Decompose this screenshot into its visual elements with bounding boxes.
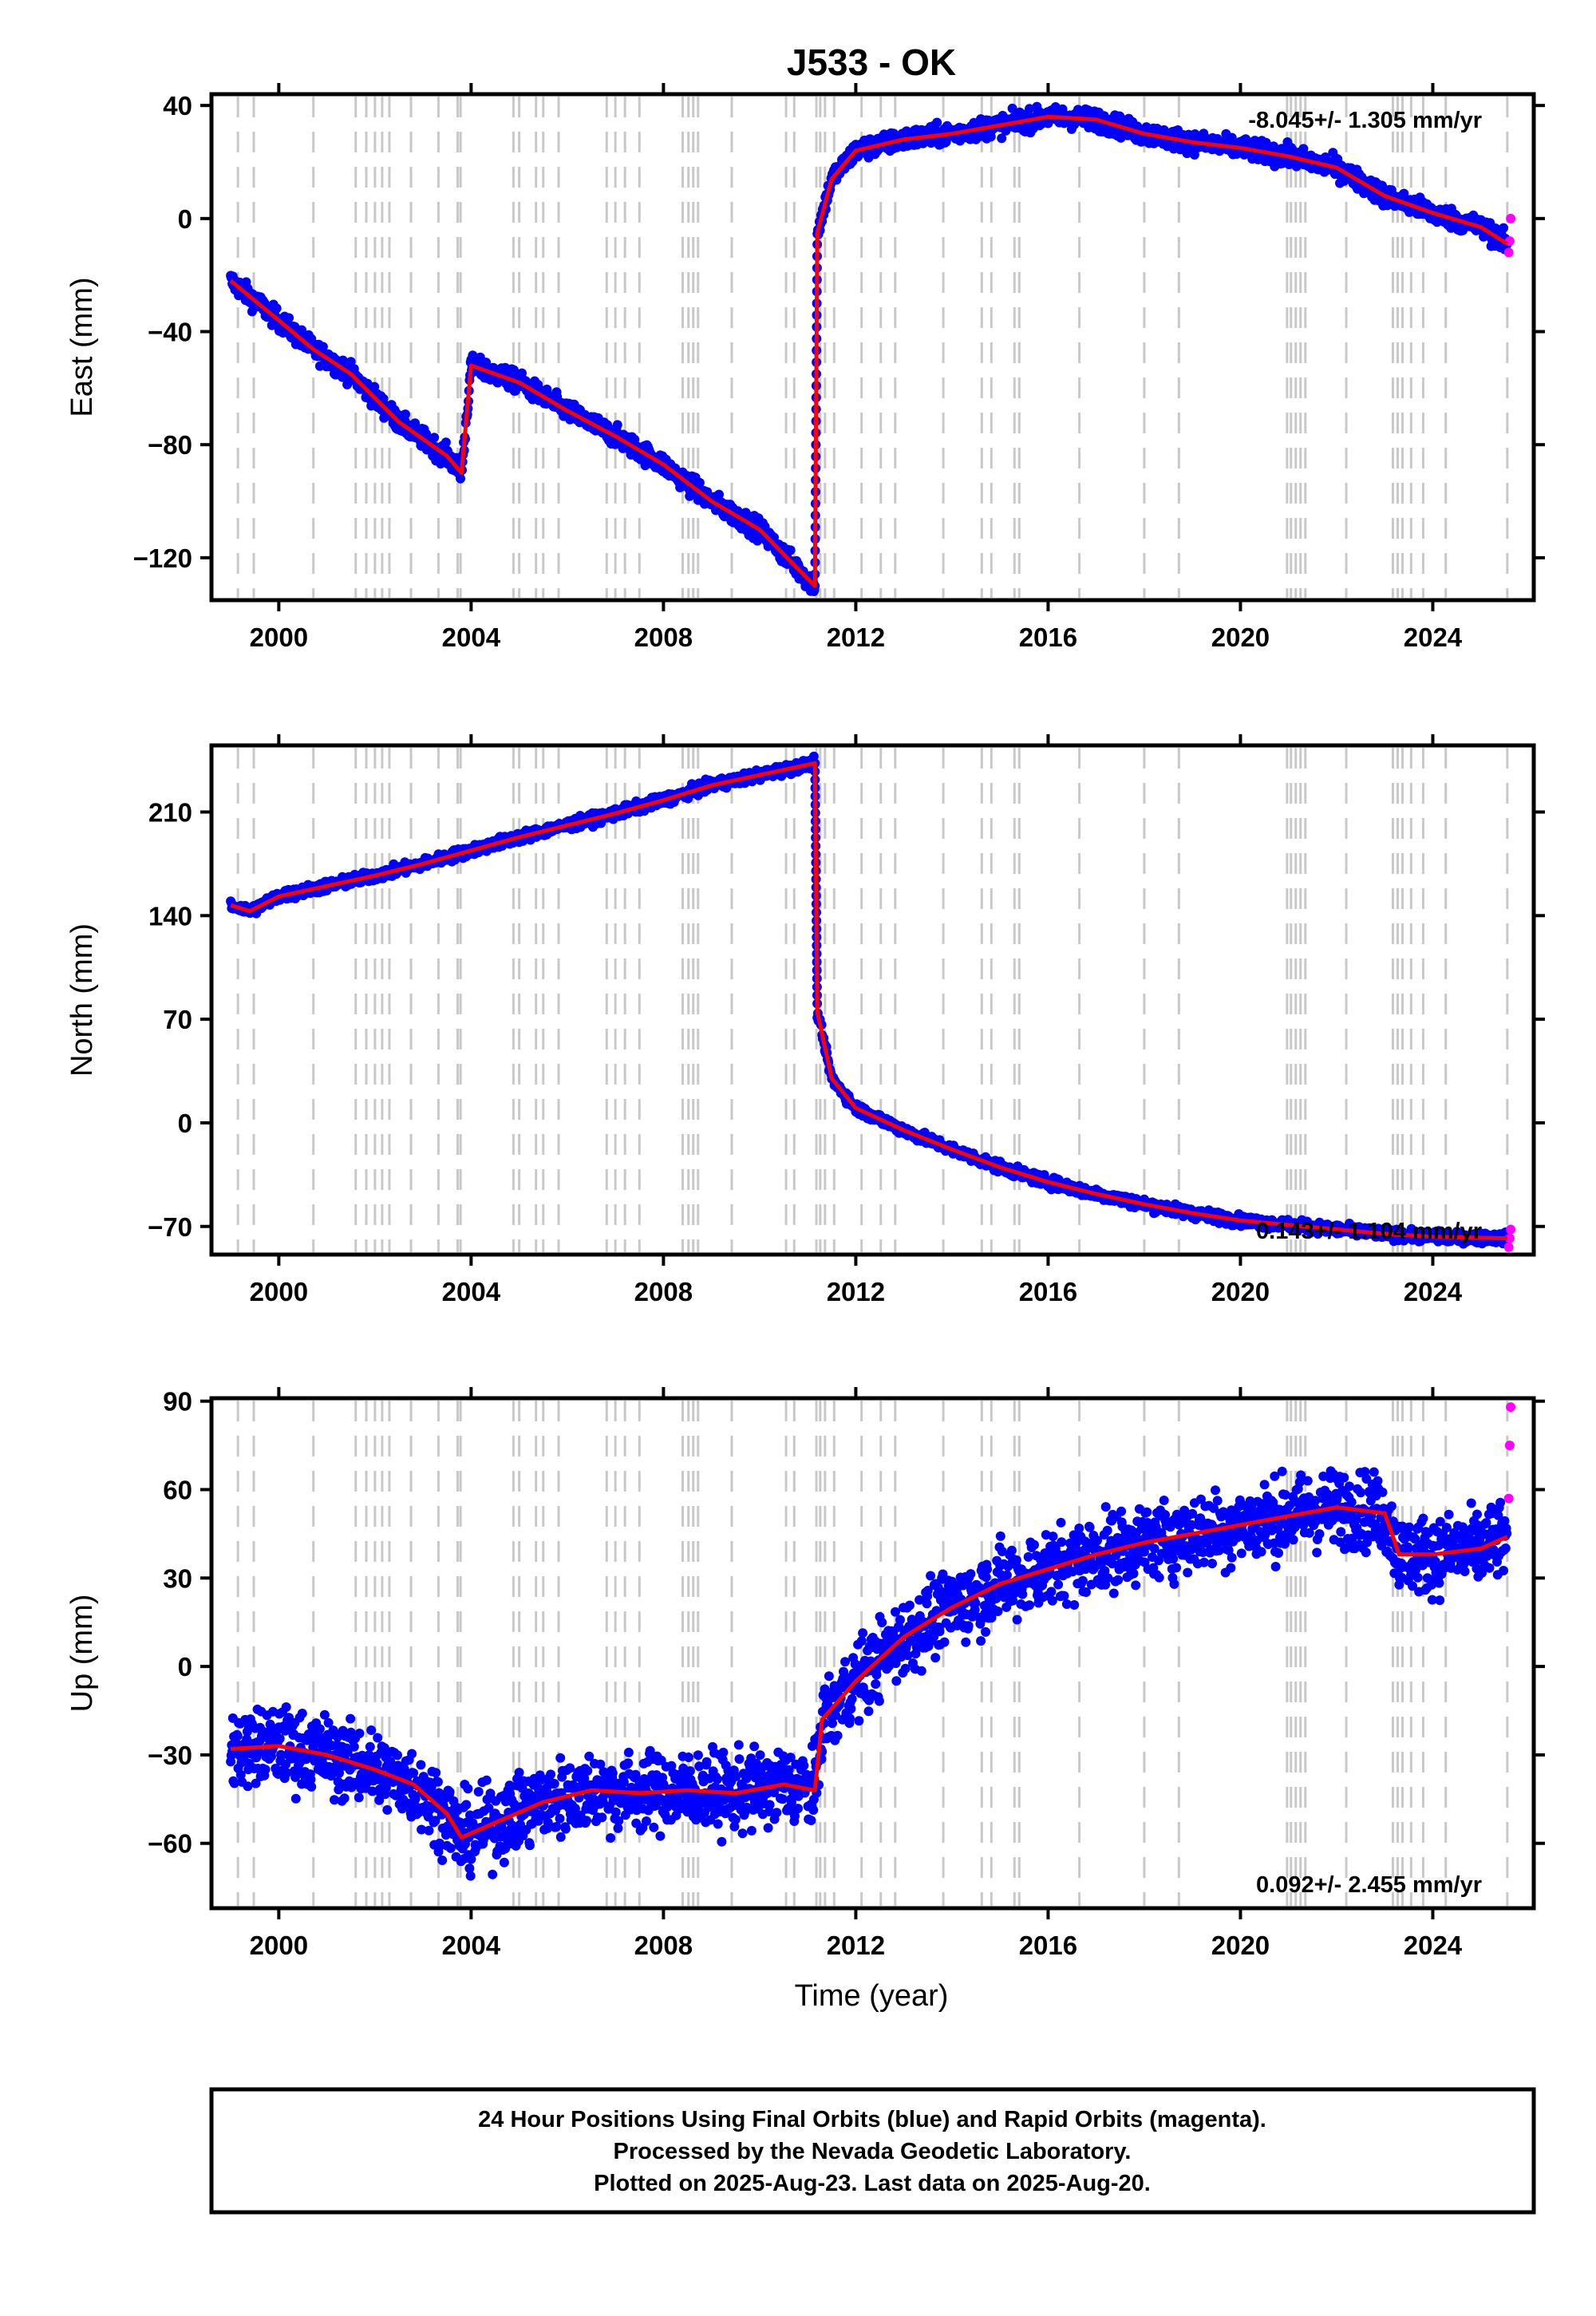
data-point [429, 433, 440, 443]
data-point [714, 489, 724, 500]
data-point [481, 358, 492, 368]
y-tick-label: −80 [148, 430, 192, 460]
chart-title: J533 - OK [787, 41, 956, 83]
rapid-point [1503, 247, 1514, 258]
x-tick-label: 2000 [250, 622, 308, 652]
x-tick-label: 2020 [1211, 622, 1270, 652]
rapid-point [1506, 1224, 1516, 1235]
y-tick-label: −40 [148, 318, 192, 347]
data-point [284, 313, 294, 323]
plot-area [211, 745, 1534, 1255]
data-point [346, 357, 356, 367]
data-point [1499, 223, 1509, 233]
x-tick-label: 2008 [634, 622, 693, 652]
rapid-point [1503, 1242, 1514, 1252]
data-point [630, 434, 640, 445]
y-tick-label: 0 [178, 204, 192, 234]
data-point [440, 437, 451, 448]
data-point [456, 473, 465, 484]
data-point [401, 409, 410, 420]
x-tick-label: 2012 [827, 622, 885, 652]
data-point [271, 303, 282, 314]
data-point [932, 117, 942, 128]
y-tick-label: 40 [163, 91, 192, 121]
plot-area [211, 94, 1534, 600]
y-axis-label: East (mm) [65, 277, 99, 417]
x-tick-label: 2024 [1404, 622, 1463, 652]
rapid-point [1506, 213, 1516, 223]
panel-east: 40 0 −40 −80 −120 2000 2004 2008 2012 2016 2020 202… [65, 83, 1545, 652]
x-tick-label: 2004 [442, 622, 501, 652]
data-point [612, 420, 622, 430]
data-point [785, 545, 796, 555]
y-tick-label: −120 [133, 543, 192, 573]
x-tick-label: 2016 [1019, 622, 1077, 652]
rate-text: -8.045+/- 1.305 mm/yr [1248, 108, 1482, 133]
